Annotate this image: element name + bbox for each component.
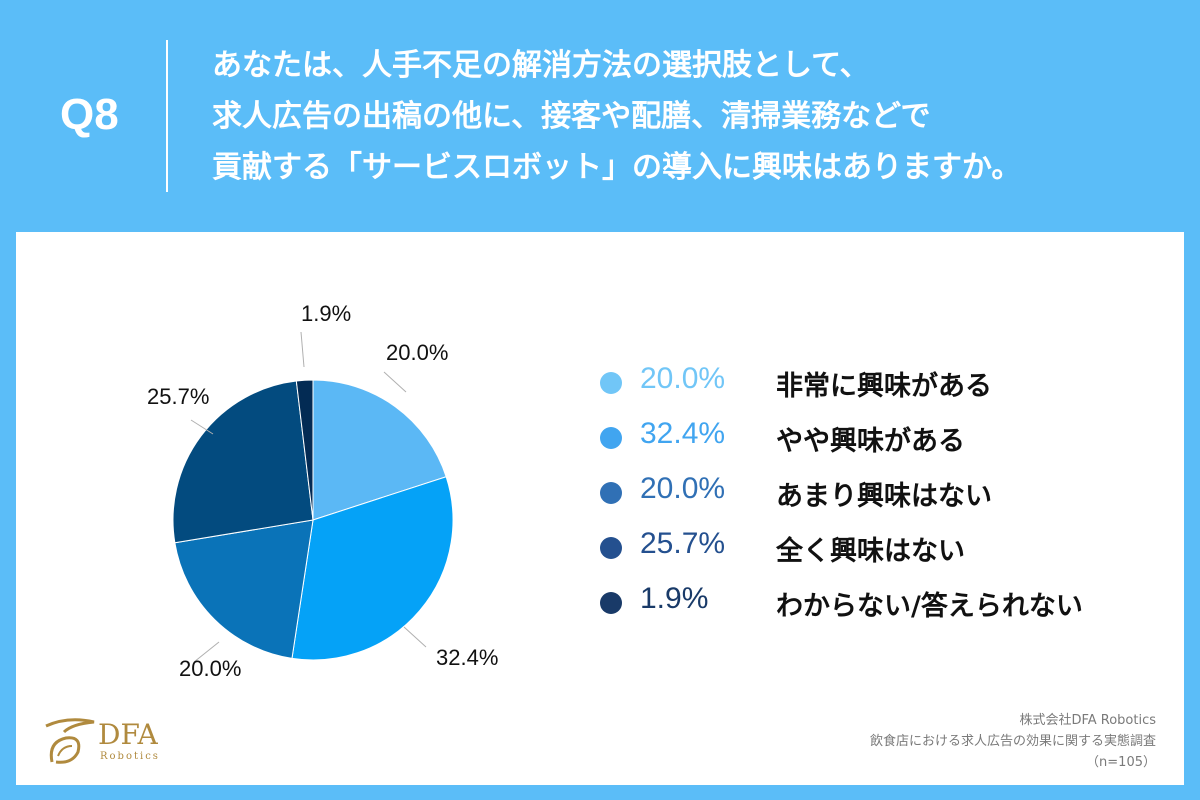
legend: 20.0% 非常に興味がある 32.4% やや興味がある 20.0% あまり興味はない 25…: [600, 362, 1160, 637]
legend-item: 32.4% やや興味がある: [600, 417, 1160, 472]
legend-percent: 20.0%: [640, 472, 726, 505]
question-text: あなたは、人手不足の解消方法の選択肢として、 求人広告の出稿の他に、接客や配膳、…: [212, 40, 1021, 193]
question-line: あなたは、人手不足の解消方法の選択肢として、: [212, 48, 870, 83]
logo-mark-icon: [45, 718, 95, 764]
pie-leader-line: [383, 371, 407, 393]
pie-slice: [295, 379, 314, 521]
legend-percent: 1.9%: [640, 582, 709, 615]
pie-data-label: 20.0%: [179, 656, 241, 681]
legend-label: 全く興味はない: [776, 536, 965, 567]
source-company: 株式会社DFA Robotics: [1019, 713, 1156, 728]
legend-item: 20.0% あまり興味はない: [600, 472, 1160, 527]
source-note: 株式会社DFA Robotics 飲食店における求人広告の効果に関する実態調査 …: [870, 710, 1156, 773]
pie-data-label: 20.0%: [386, 340, 448, 365]
legend-item: 20.0% 非常に興味がある: [600, 362, 1160, 417]
dfa-logo: DFA Robotics: [38, 712, 198, 772]
pie-leader-line: [190, 419, 214, 435]
source-sample: （n=105）: [1086, 755, 1156, 770]
legend-swatch: [600, 427, 622, 449]
pie-data-label: 32.4%: [436, 645, 498, 670]
header-divider: [166, 40, 168, 192]
question-number: Q8: [60, 90, 119, 139]
legend-swatch: [600, 592, 622, 614]
legend-label: わからない/答えられない: [776, 591, 1083, 622]
legend-swatch: [600, 482, 622, 504]
legend-swatch: [600, 537, 622, 559]
pie-leader-line: [300, 331, 305, 368]
question-line: 貢献する「サービスロボット」の導入に興味はありますか。: [212, 150, 1022, 185]
pie-leader-line: [193, 641, 220, 663]
legend-label: やや興味がある: [776, 426, 965, 457]
legend-percent: 25.7%: [640, 527, 726, 560]
pie-slice: [172, 380, 314, 544]
legend-swatch: [600, 372, 622, 394]
question-line: 求人広告の出稿の他に、接客や配膳、清掃業務などで: [212, 99, 931, 134]
pie-slice: [291, 476, 454, 661]
legend-item: 25.7% 全く興味はない: [600, 527, 1160, 582]
pie-slice: [174, 519, 314, 659]
legend-percent: 20.0%: [640, 362, 726, 395]
pie-chart: 20.0% 32.4% 20.0% 25.7% 1.9%: [147, 301, 498, 681]
logo-name: DFA: [98, 718, 158, 751]
pie-data-label: 1.9%: [301, 301, 351, 326]
logo-subtitle: Robotics: [100, 751, 160, 762]
pie-data-label: 25.7%: [147, 384, 209, 409]
legend-label: 非常に興味がある: [776, 371, 992, 402]
legend-item: 1.9% わからない/答えられない: [600, 582, 1160, 637]
source-survey: 飲食店における求人広告の効果に関する実態調査: [869, 734, 1156, 749]
pie-slice: [312, 379, 447, 521]
chart-card: 20.0% 32.4% 20.0% 25.7% 1.9% 20.0% 非常に興味がある 32…: [16, 232, 1184, 785]
legend-percent: 32.4%: [640, 417, 726, 450]
pie-leader-line: [403, 626, 427, 648]
header: Q8 あなたは、人手不足の解消方法の選択肢として、 求人広告の出稿の他に、接客や…: [0, 0, 1200, 232]
legend-label: あまり興味はない: [776, 481, 992, 512]
